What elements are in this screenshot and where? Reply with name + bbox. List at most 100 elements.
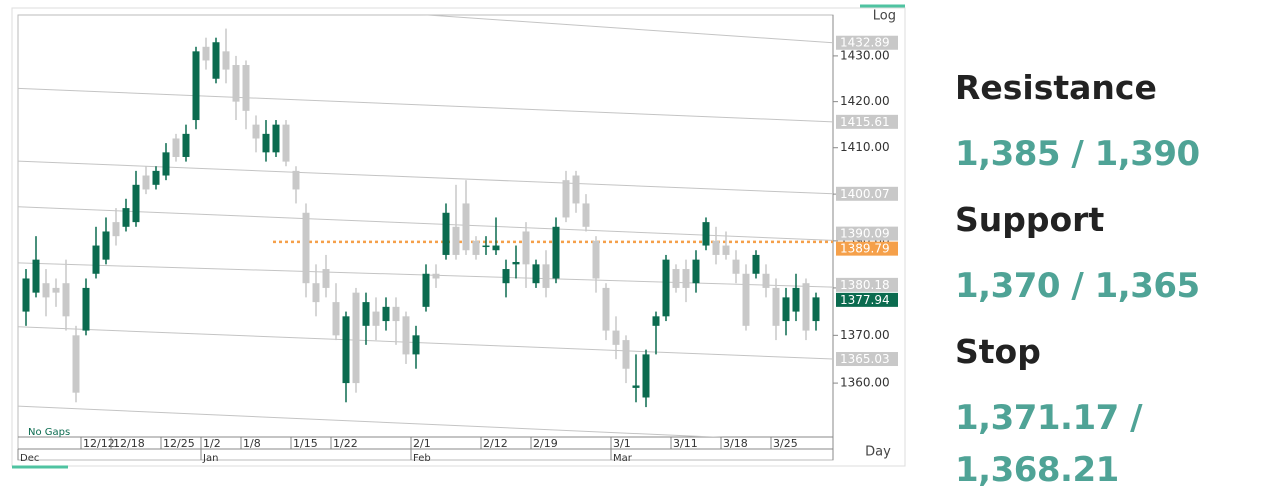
candle-body [432, 273, 440, 279]
candle-body [62, 283, 70, 317]
heading: Support [955, 200, 1105, 239]
candle-body [482, 245, 490, 248]
page: {"chart_data": {"type": "candlestick", "… [11, 4, 1275, 490]
candle-body [112, 222, 120, 237]
price-label: 1380.18 [840, 278, 890, 292]
y-tick-label: 1430.00 [840, 48, 890, 62]
x-tick-label: 3/11 [673, 437, 698, 450]
candle-body [92, 245, 100, 274]
candle-body [202, 46, 210, 61]
levels: 1,370 / 1,365 [955, 266, 1200, 306]
candle-body [802, 283, 810, 331]
levels: 1,385 / 1,390 [955, 134, 1200, 174]
candle-body [712, 240, 720, 255]
candle-body [122, 208, 130, 227]
month-label: Mar [613, 453, 633, 464]
candle-body [522, 231, 530, 265]
candle-body [562, 180, 570, 218]
candle-body [682, 269, 690, 288]
price-label-box [836, 292, 898, 307]
price-label-box [836, 114, 898, 129]
candle-body [172, 138, 180, 157]
candle-body [362, 302, 370, 326]
candle-body [722, 245, 730, 255]
candle-body [512, 261, 520, 265]
price-label-box [836, 241, 898, 256]
channel-line [18, 326, 833, 360]
candle-body [272, 124, 280, 153]
candle-body [462, 203, 470, 251]
y-tick-label: 1370.00 [840, 328, 890, 342]
x-tick-label: 12/12 [83, 437, 115, 450]
heading: Resistance [955, 68, 1157, 107]
candle-body [652, 316, 660, 326]
x-tick-label: 2/12 [483, 437, 508, 450]
base-line [18, 405, 725, 437]
price-label-box [836, 186, 898, 201]
candle-body [232, 65, 240, 102]
candle-body [472, 240, 480, 255]
price-label: 1390.09 [840, 227, 890, 241]
candle-body [442, 212, 450, 255]
x-tick-label: 12/25 [163, 437, 195, 450]
candle-body [792, 287, 800, 312]
x-tick-label: 3/18 [723, 437, 748, 450]
candle-body [552, 226, 560, 279]
levels-panel: Resistance 1,385 / 1,390 Support 1,370 /… [955, 62, 1275, 490]
candle-body [412, 335, 420, 355]
candle-body [572, 175, 580, 204]
x-tick-label: 3/25 [773, 437, 798, 450]
candle-body [312, 283, 320, 303]
x-tick-label: 1/2 [203, 437, 221, 450]
levels: 1,371.17 / 1,368.21 [955, 398, 1143, 490]
x-tick-label: 3/1 [613, 437, 631, 450]
y-tick-label: 1360.00 [840, 376, 890, 390]
x-tick-label: 1/22 [333, 437, 358, 450]
candle-body [322, 269, 330, 288]
heading: Stop [955, 332, 1041, 371]
candle-body [542, 264, 550, 288]
price-label: 1415.61 [840, 115, 890, 129]
x-tick-label: 12/18 [113, 437, 145, 450]
candle-body [502, 269, 510, 284]
candle-body [602, 287, 610, 331]
y-tick-label: 1420.00 [840, 94, 890, 108]
candle-body [612, 330, 620, 345]
candle-body [82, 287, 90, 331]
candle-body [622, 340, 630, 369]
month-label: Dec [20, 453, 39, 464]
price-label-box [836, 35, 898, 50]
price-label: 1377.94 [840, 293, 890, 307]
price-label: 1389.79 [840, 242, 890, 256]
x-tick-label: 1/8 [243, 437, 261, 450]
channel-line [18, 206, 833, 241]
candle-body [132, 184, 140, 223]
candle-body [32, 259, 40, 293]
candle-body [142, 175, 150, 190]
candle-body [182, 133, 190, 157]
candle-body [42, 283, 50, 298]
candle-body [162, 152, 170, 176]
candle-body [382, 306, 390, 322]
candle-body [762, 273, 770, 288]
candle-body [742, 273, 750, 326]
candle-body [262, 133, 270, 153]
candle-body [782, 297, 790, 322]
candle-body [372, 311, 380, 326]
candle-body [52, 287, 60, 293]
candle-body [342, 316, 350, 384]
candle-body [332, 302, 340, 336]
candle-body [72, 335, 80, 393]
month-label: Jan [202, 453, 218, 464]
candle-body [392, 306, 400, 322]
price-label: 1400.07 [840, 187, 890, 201]
candle-body [282, 124, 290, 162]
candle-body [252, 124, 260, 139]
price-label-box [836, 277, 898, 292]
x-tick-label: 1/15 [293, 437, 318, 450]
channel-line [420, 15, 833, 44]
candle-body [532, 264, 540, 284]
month-label: Feb [413, 453, 431, 464]
gaps-label: No Gaps [28, 427, 70, 438]
price-label-box [836, 226, 898, 241]
